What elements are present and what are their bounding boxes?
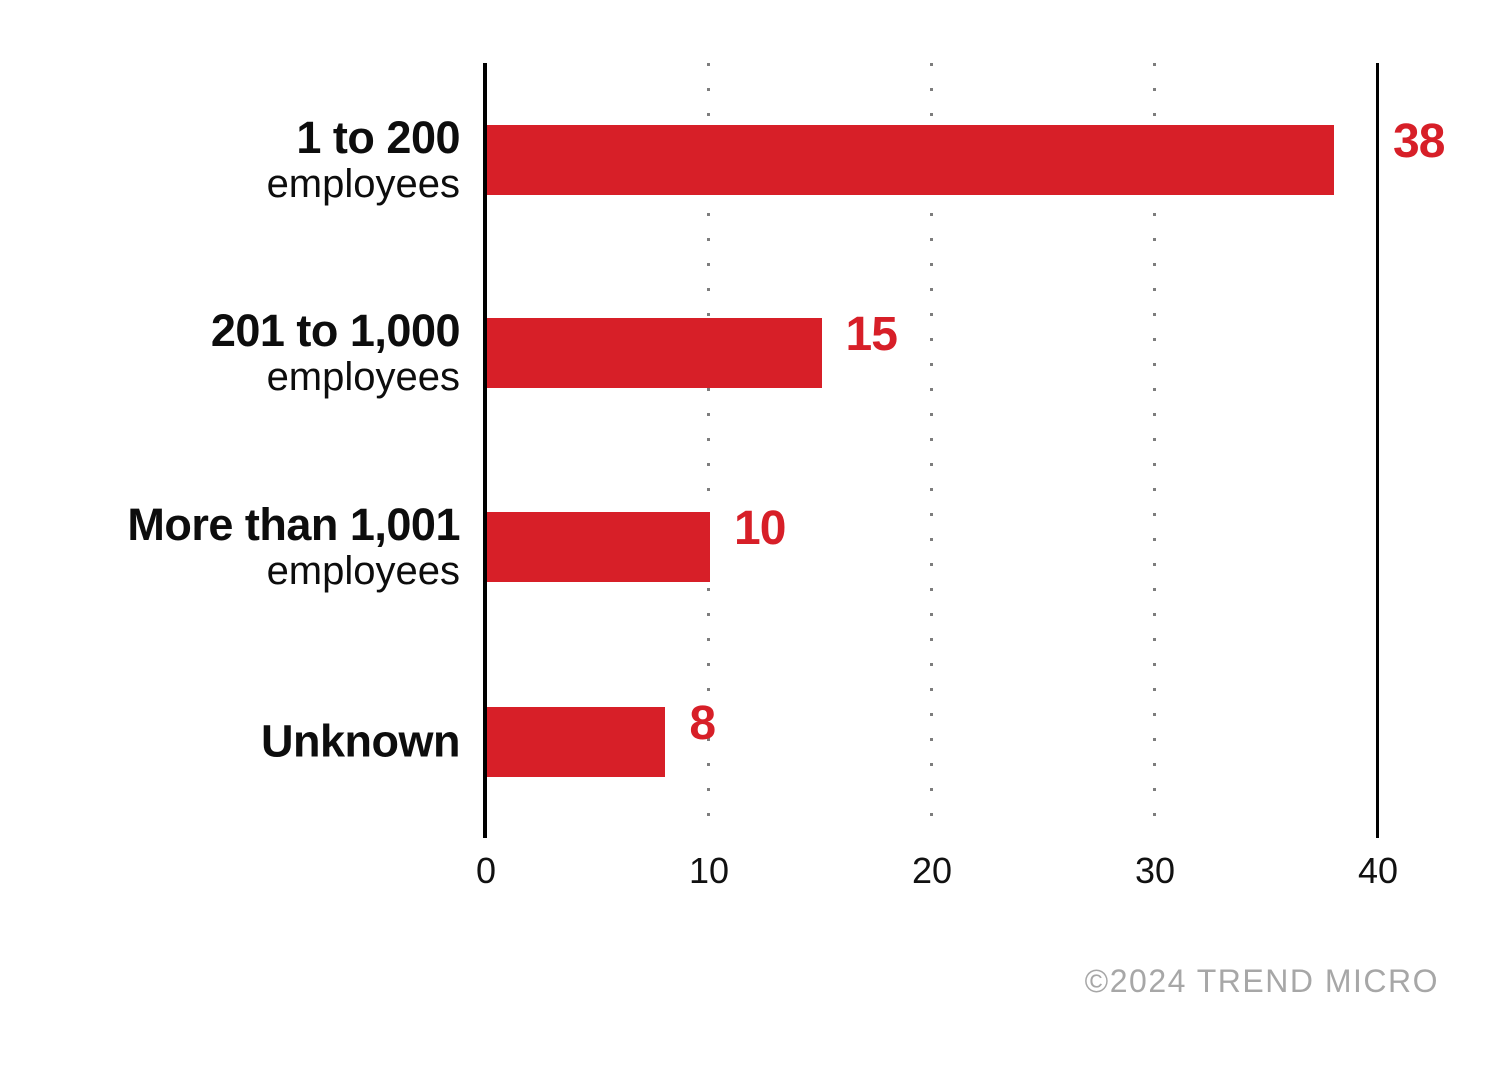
value-label: 15 [845, 308, 898, 361]
category-label-main: More than 1,001 [127, 499, 460, 551]
x-tick-30: 30 [1134, 850, 1176, 891]
category-label-main: Unknown [261, 715, 460, 767]
bar-row-more-than-1001: More than 1,001 employees 10 [0, 501, 1501, 593]
category-label: Unknown [0, 715, 460, 767]
category-label-sub: employees [266, 548, 460, 593]
value-label: 8 [689, 697, 716, 750]
category-label-sub: employees [266, 161, 460, 206]
bar-row-unknown: Unknown 8 [0, 700, 1501, 777]
category-label-main: 1 to 200 [296, 112, 460, 164]
gridline-30 [1153, 63, 1156, 835]
bar-row-201-to-1000: 201 to 1,000 employees 15 [0, 307, 1501, 399]
bar-row-1-to-200: 1 to 200 employees 38 [0, 114, 1501, 206]
bar-unknown [487, 707, 666, 777]
y-axis-line [483, 63, 487, 838]
x-tick-40: 40 [1357, 850, 1399, 891]
category-label: 1 to 200 employees [0, 112, 461, 206]
copyright-text: ©2024 TREND MICRO [1084, 963, 1439, 999]
x-tick-20: 20 [911, 850, 953, 891]
x-tick-0: 0 [475, 850, 497, 891]
bar-1-to-200 [487, 125, 1335, 195]
bar-201-to-1000 [487, 318, 822, 388]
category-label-main: 201 to 1,000 [210, 305, 461, 357]
bar-more-than-1001 [487, 512, 710, 582]
value-label: 10 [734, 502, 786, 555]
category-label: More than 1,001 employees [0, 501, 460, 593]
gridline-20 [930, 63, 933, 835]
chart-right-border-line [1376, 63, 1379, 838]
gridline-10 [707, 63, 710, 835]
x-tick-10: 10 [688, 850, 730, 891]
value-label: 38 [1393, 115, 1445, 168]
category-label: 201 to 1,000 employees [0, 305, 461, 399]
category-label-sub: employees [266, 354, 460, 399]
